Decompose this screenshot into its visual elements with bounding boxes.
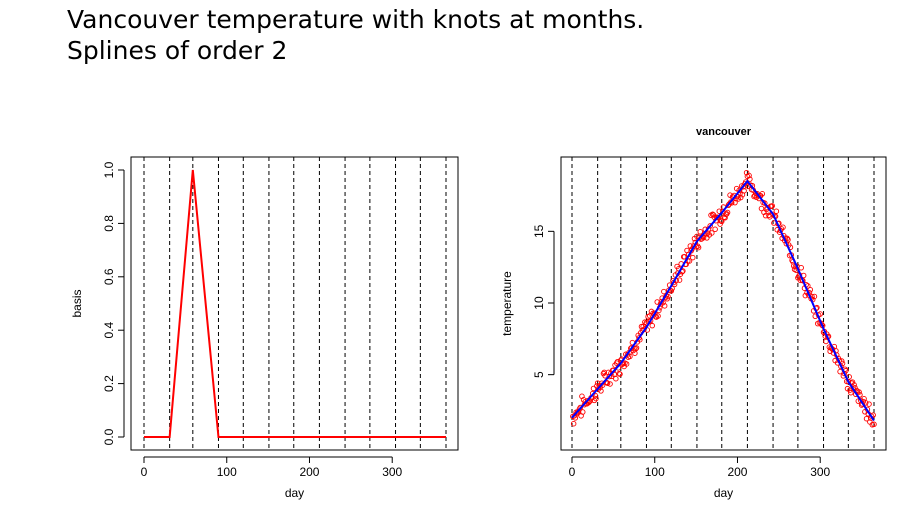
temp-point-247 [773, 208, 780, 214]
basis-plot-frame [130, 156, 459, 451]
temp-point-339 [849, 379, 856, 385]
temp-point-337 [848, 389, 854, 396]
temp-point-77 [632, 345, 639, 352]
basis-x-tick-label-3: 300 [382, 465, 402, 479]
temp-point-181 [719, 218, 725, 225]
temp-point-255 [780, 224, 786, 231]
temp-point-104 [655, 313, 661, 319]
temp-point-53 [613, 375, 619, 382]
temp-x-tick-label-2: 200 [727, 465, 747, 479]
temp-point-35 [598, 388, 604, 394]
temp-point-58 [617, 371, 623, 377]
temp-x-tick-label-1: 100 [645, 465, 665, 479]
temp-point-142 [686, 258, 693, 264]
temp-point-336 [847, 387, 853, 393]
page-title: Vancouver temperature with knots at mont… [67, 4, 644, 66]
temp-point-146 [690, 254, 696, 261]
temp-chart-title: vancouver [696, 126, 752, 138]
temp-point-173 [712, 226, 718, 233]
temp-point-230 [759, 191, 766, 197]
temp-point-359 [866, 401, 872, 407]
basis-x-axis-label: day [285, 486, 304, 500]
temp-point-365 [871, 421, 877, 428]
temp-y-axis-label: temperature [500, 271, 514, 336]
basis-y-tick-label-4: 0.8 [102, 215, 116, 232]
temp-point-153 [695, 244, 702, 251]
temp-point-39 [601, 369, 608, 376]
temp-point-136 [681, 254, 688, 260]
temp-point-55 [614, 358, 621, 365]
page-title-line-2: Splines of order 2 [67, 36, 288, 65]
temp-point-188 [724, 209, 731, 216]
temperature-chart: 0 100 200 300 day 5 10 15 temperature vancouver [500, 126, 887, 500]
basis-x-tick-label-0: 0 [141, 465, 148, 479]
temp-point-43 [604, 380, 611, 386]
temp-x-tick-label-3: 300 [810, 465, 830, 479]
temp-point-288 [807, 286, 814, 293]
temp-x-axis-label: day [714, 486, 733, 500]
temp-point-130 [676, 277, 683, 283]
temp-point-13 [580, 409, 586, 415]
basis-chart: 0 100 200 300 day 0.0 0.2 0.4 0.6 0.8 1.0 basis [70, 156, 459, 500]
temp-point-170 [709, 211, 716, 218]
temp-point-111 [661, 288, 667, 295]
temp-y-tick-label-1: 10 [532, 296, 546, 310]
temp-point-242 [769, 203, 775, 209]
temp-fit-line [571, 179, 875, 422]
temp-point-29 [593, 395, 599, 402]
temp-point-97 [649, 322, 656, 329]
basis-y-tick-label-0: 0.0 [102, 428, 116, 445]
temp-point-204 [738, 194, 744, 201]
temp-point-293 [811, 293, 818, 300]
temp-point-70 [627, 353, 633, 360]
temp-point-215 [747, 176, 753, 182]
temp-point-347 [856, 389, 862, 395]
basis-x-tick-label-1: 100 [217, 465, 237, 479]
page-title-line-1: Vancouver temperature with knots at mont… [67, 5, 645, 34]
temp-point-45 [606, 373, 612, 380]
temp-point-46 [607, 381, 613, 387]
temp-point-178 [716, 208, 723, 214]
temp-point-307 [823, 338, 829, 345]
temp-point-214 [746, 172, 752, 179]
basis-y-tick-label-2: 0.4 [102, 322, 116, 339]
temp-point-233 [762, 200, 768, 206]
basis-y-tick-label-1: 0.2 [102, 375, 116, 392]
basis-y-tick-label-5: 1.0 [102, 161, 116, 178]
temp-point-277 [798, 264, 804, 271]
temp-point-169 [709, 230, 715, 236]
temp-y-tick-label-2: 15 [532, 224, 546, 238]
temp-plot-frame [560, 156, 887, 451]
basis-y-axis-label: basis [70, 289, 84, 317]
temp-point-282 [802, 292, 809, 299]
temp-point-167 [707, 223, 713, 229]
temp-point-197 [732, 199, 738, 206]
temp-point-66 [623, 361, 630, 367]
basis-x-tick-label-2: 200 [299, 465, 319, 479]
temp-point-112 [661, 303, 668, 309]
temp-point-2 [570, 420, 577, 427]
basis-y-tick-label-3: 0.6 [102, 268, 116, 285]
temp-point-341 [851, 382, 857, 388]
temp-point-229 [758, 205, 765, 212]
temp-point-179 [717, 221, 723, 227]
temp-y-tick-label-0: 5 [532, 371, 546, 378]
temp-x-tick-label-0: 0 [569, 465, 576, 479]
temp-point-78 [633, 345, 640, 351]
temp-point-208 [741, 188, 747, 194]
basis-series-line-0 [144, 169, 446, 438]
